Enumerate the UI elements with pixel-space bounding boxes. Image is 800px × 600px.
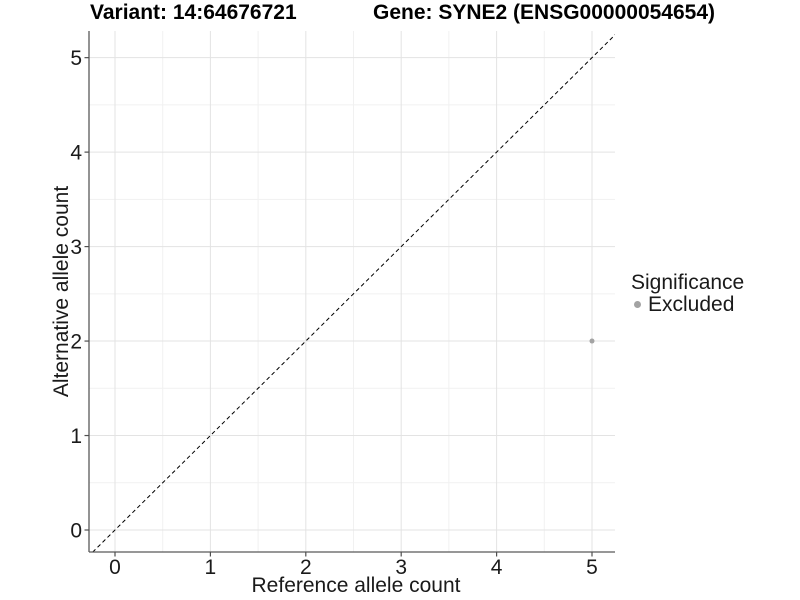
x-tick-label: 0: [109, 556, 121, 579]
y-tick-label: 2: [70, 331, 82, 354]
y-tick-label: 1: [70, 425, 82, 448]
legend-item-label: Excluded: [648, 293, 735, 316]
y-axis-title: Alternative allele count: [50, 186, 73, 397]
legend-title: Significance: [631, 271, 745, 294]
identity-line: [92, 34, 615, 552]
data-point: [589, 338, 595, 344]
y-tick-label: 3: [70, 236, 82, 259]
legend-point-icon: [634, 301, 641, 308]
x-tick-label: 1: [205, 556, 217, 579]
x-axis-title: Reference allele count: [252, 574, 461, 597]
x-tick-label: 2: [300, 556, 312, 579]
y-tick-label: 0: [70, 520, 82, 543]
y-tick-label: 5: [70, 47, 82, 70]
legend-item-excluded: Excluded: [631, 294, 744, 315]
plot-title-variant: Variant: 14:64676721: [90, 1, 297, 24]
x-tick-label: 3: [395, 556, 407, 579]
x-tick-label: 4: [491, 556, 503, 579]
x-tick-label: 5: [586, 556, 598, 579]
legend: Significance Excluded: [631, 272, 744, 315]
y-tick-label: 4: [70, 142, 82, 165]
plot-title-gene: Gene: SYNE2 (ENSG00000054654): [373, 1, 716, 24]
